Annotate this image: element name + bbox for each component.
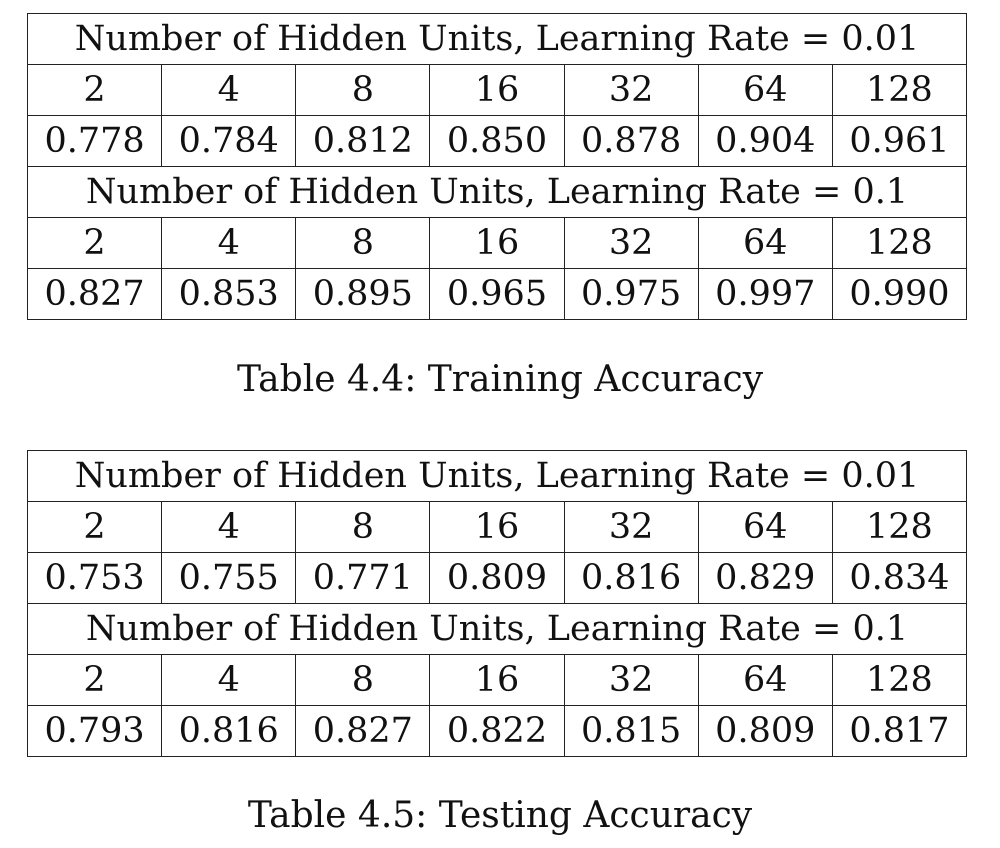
accuracy-cell: 0.827 bbox=[295, 705, 431, 757]
accuracy-row: 0.778 0.784 0.812 0.850 0.878 0.904 0.96… bbox=[26, 115, 968, 167]
accuracy-cell: 0.961 bbox=[831, 115, 968, 167]
accuracy-cell: 0.975 bbox=[563, 268, 699, 320]
hidden-units-cell: 32 bbox=[563, 217, 699, 269]
hidden-units-row: 2 4 8 16 32 64 128 bbox=[26, 654, 968, 706]
accuracy-cell: 0.965 bbox=[429, 268, 565, 320]
accuracy-cell: 0.812 bbox=[295, 115, 431, 167]
hidden-units-cell: 128 bbox=[831, 64, 968, 116]
hidden-units-cell: 32 bbox=[563, 64, 699, 116]
accuracy-cell: 0.834 bbox=[831, 552, 968, 604]
accuracy-cell: 0.853 bbox=[161, 268, 297, 320]
hidden-units-cell: 4 bbox=[161, 64, 297, 116]
accuracy-cell: 0.817 bbox=[831, 705, 968, 757]
hidden-units-cell: 2 bbox=[26, 501, 163, 553]
hidden-units-row: 2 4 8 16 32 64 128 bbox=[26, 217, 968, 269]
hidden-units-cell: 2 bbox=[26, 64, 163, 116]
hidden-units-cell: 4 bbox=[161, 217, 297, 269]
table-header-row: Number of Hidden Units, Learning Rate = … bbox=[27, 603, 967, 655]
hidden-units-cell: 8 bbox=[295, 654, 431, 706]
accuracy-cell: 0.753 bbox=[26, 552, 163, 604]
hidden-units-cell: 16 bbox=[429, 654, 565, 706]
table-header-row: Number of Hidden Units, Learning Rate = … bbox=[27, 166, 967, 218]
hidden-units-cell: 2 bbox=[26, 217, 163, 269]
accuracy-cell: 0.771 bbox=[295, 552, 431, 604]
hidden-units-cell: 2 bbox=[26, 654, 163, 706]
accuracy-row: 0.753 0.755 0.771 0.809 0.816 0.829 0.83… bbox=[26, 552, 968, 604]
hidden-units-cell: 64 bbox=[697, 501, 833, 553]
hidden-units-cell: 128 bbox=[831, 654, 968, 706]
hidden-units-cell: 8 bbox=[295, 64, 431, 116]
hidden-units-cell: 32 bbox=[563, 501, 699, 553]
accuracy-cell: 0.850 bbox=[429, 115, 565, 167]
accuracy-cell: 0.816 bbox=[161, 705, 297, 757]
learning-rate-header: Number of Hidden Units, Learning Rate = … bbox=[27, 13, 967, 65]
accuracy-row: 0.827 0.853 0.895 0.965 0.975 0.997 0.99… bbox=[26, 268, 968, 320]
hidden-units-cell: 16 bbox=[429, 501, 565, 553]
accuracy-cell: 0.809 bbox=[697, 705, 833, 757]
accuracy-cell: 0.904 bbox=[697, 115, 833, 167]
table-header-row: Number of Hidden Units, Learning Rate = … bbox=[27, 13, 967, 65]
accuracy-cell: 0.878 bbox=[563, 115, 699, 167]
hidden-units-row: 2 4 8 16 32 64 128 bbox=[26, 501, 968, 553]
hidden-units-cell: 8 bbox=[295, 217, 431, 269]
hidden-units-cell: 4 bbox=[161, 501, 297, 553]
hidden-units-cell: 64 bbox=[697, 654, 833, 706]
accuracy-cell: 0.755 bbox=[161, 552, 297, 604]
hidden-units-cell: 16 bbox=[429, 217, 565, 269]
hidden-units-cell: 64 bbox=[697, 64, 833, 116]
accuracy-cell: 0.778 bbox=[26, 115, 163, 167]
learning-rate-header: Number of Hidden Units, Learning Rate = … bbox=[27, 450, 967, 502]
accuracy-cell: 0.829 bbox=[697, 552, 833, 604]
learning-rate-header: Number of Hidden Units, Learning Rate = … bbox=[27, 166, 967, 218]
accuracy-cell: 0.822 bbox=[429, 705, 565, 757]
hidden-units-cell: 32 bbox=[563, 654, 699, 706]
hidden-units-cell: 8 bbox=[295, 501, 431, 553]
accuracy-cell: 0.793 bbox=[26, 705, 163, 757]
hidden-units-cell: 128 bbox=[831, 217, 968, 269]
accuracy-cell: 0.809 bbox=[429, 552, 565, 604]
accuracy-row: 0.793 0.816 0.827 0.822 0.815 0.809 0.81… bbox=[26, 705, 968, 757]
table-caption: Table 4.5: Testing Accuracy bbox=[247, 795, 753, 836]
training-accuracy-table: Number of Hidden Units, Learning Rate = … bbox=[26, 13, 968, 320]
accuracy-cell: 0.990 bbox=[831, 268, 968, 320]
hidden-units-cell: 64 bbox=[697, 217, 833, 269]
hidden-units-cell: 4 bbox=[161, 654, 297, 706]
accuracy-cell: 0.895 bbox=[295, 268, 431, 320]
accuracy-cell: 0.997 bbox=[697, 268, 833, 320]
table-caption: Table 4.4: Training Accuracy bbox=[236, 359, 764, 400]
table-header-row: Number of Hidden Units, Learning Rate = … bbox=[27, 450, 967, 502]
hidden-units-cell: 128 bbox=[831, 501, 968, 553]
accuracy-cell: 0.816 bbox=[563, 552, 699, 604]
accuracy-cell: 0.827 bbox=[26, 268, 163, 320]
accuracy-cell: 0.815 bbox=[563, 705, 699, 757]
learning-rate-header: Number of Hidden Units, Learning Rate = … bbox=[27, 603, 967, 655]
accuracy-cell: 0.784 bbox=[161, 115, 297, 167]
hidden-units-row: 2 4 8 16 32 64 128 bbox=[26, 64, 968, 116]
hidden-units-cell: 16 bbox=[429, 64, 565, 116]
testing-accuracy-table: Number of Hidden Units, Learning Rate = … bbox=[26, 450, 968, 757]
